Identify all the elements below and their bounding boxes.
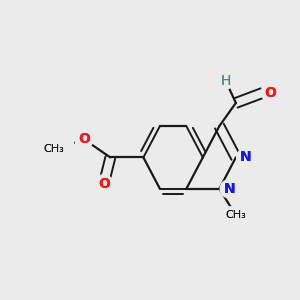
Text: CH₃: CH₃ xyxy=(44,144,64,154)
Text: N: N xyxy=(224,182,235,196)
Text: N: N xyxy=(240,150,252,164)
Text: O: O xyxy=(98,177,110,191)
Text: O: O xyxy=(78,132,90,146)
Text: CH₃: CH₃ xyxy=(226,210,246,220)
Text: H: H xyxy=(221,74,231,88)
Text: O: O xyxy=(265,86,277,100)
Circle shape xyxy=(218,74,233,89)
Text: CH₃: CH₃ xyxy=(44,144,64,154)
Text: H: H xyxy=(221,74,231,88)
Text: CH₃: CH₃ xyxy=(226,210,246,220)
FancyBboxPatch shape xyxy=(34,140,74,158)
Circle shape xyxy=(75,130,93,148)
Circle shape xyxy=(95,175,113,193)
Circle shape xyxy=(237,148,255,166)
Text: O: O xyxy=(98,177,110,191)
Text: N: N xyxy=(224,182,235,196)
Text: O: O xyxy=(265,86,277,100)
Text: N: N xyxy=(240,150,252,164)
Circle shape xyxy=(262,84,280,102)
Text: O: O xyxy=(78,132,90,146)
FancyBboxPatch shape xyxy=(216,206,256,224)
Circle shape xyxy=(220,180,238,198)
